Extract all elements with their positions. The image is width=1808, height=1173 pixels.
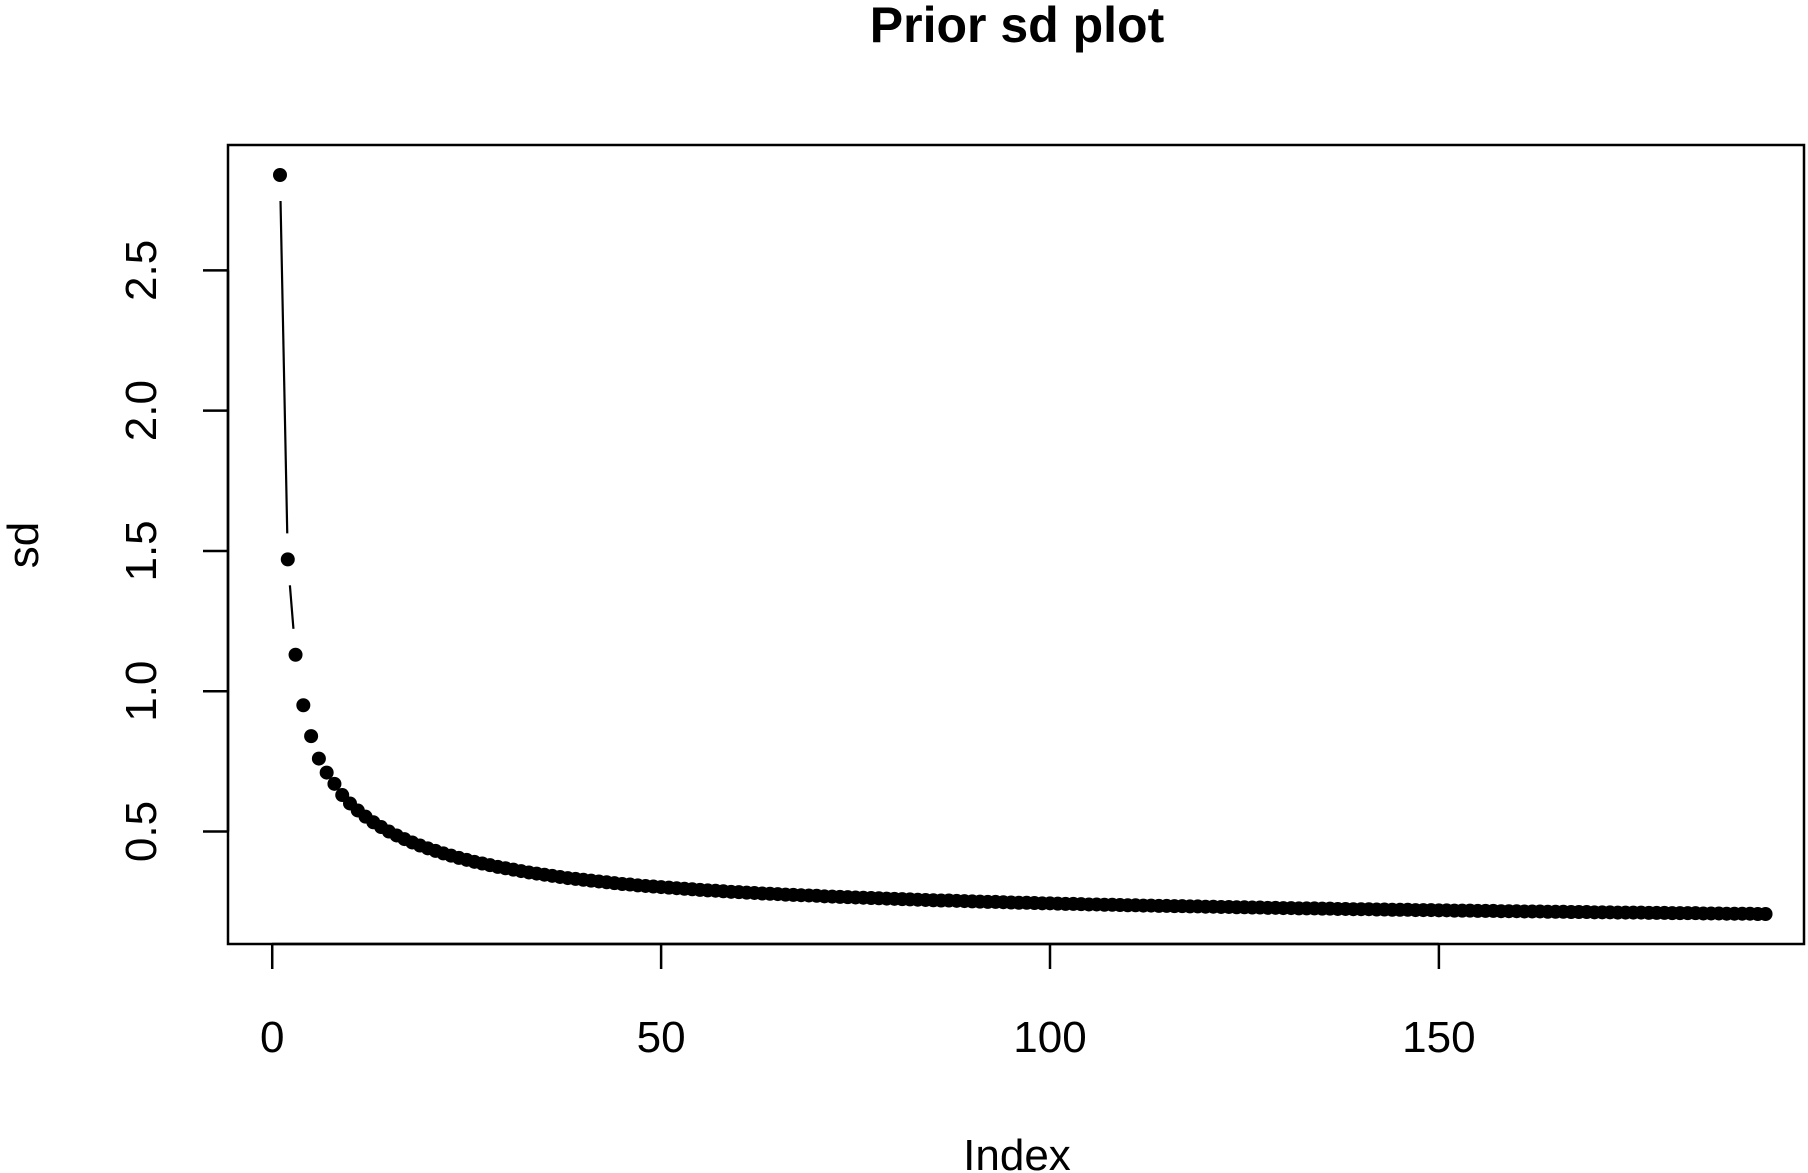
x-tick-label: 150 <box>1402 1013 1475 1062</box>
data-point <box>304 729 319 744</box>
series-segment <box>279 200 289 534</box>
data-point <box>288 647 303 662</box>
plot-frame <box>226 143 1806 946</box>
y-tick-label: 2.0 <box>117 380 166 441</box>
y-axis-label: sd <box>0 522 48 568</box>
y-tick-label: 2.5 <box>117 240 166 301</box>
data-point <box>273 168 287 182</box>
x-axis: 0 50 100 150 <box>260 942 1476 1062</box>
data-point <box>327 776 342 791</box>
y-tick-label: 1.0 <box>117 661 166 722</box>
series-points <box>273 168 1773 921</box>
data-point <box>311 751 326 766</box>
series-line <box>279 200 295 629</box>
y-axis: 0.5 1.0 1.5 2.0 2.5 <box>117 240 230 862</box>
x-tick-label: 50 <box>637 1013 686 1062</box>
chart-title: Prior sd plot <box>870 0 1165 53</box>
data-point <box>319 765 334 780</box>
data-point <box>296 698 311 713</box>
x-tick-label: 100 <box>1013 1013 1086 1062</box>
y-tick-label: 0.5 <box>117 801 166 862</box>
data-point <box>280 552 295 567</box>
x-tick-label: 0 <box>260 1013 284 1062</box>
series-segment <box>288 585 295 629</box>
x-axis-label: Index <box>963 1131 1071 1173</box>
y-tick-label: 1.5 <box>117 520 166 581</box>
data-point <box>1758 907 1773 921</box>
